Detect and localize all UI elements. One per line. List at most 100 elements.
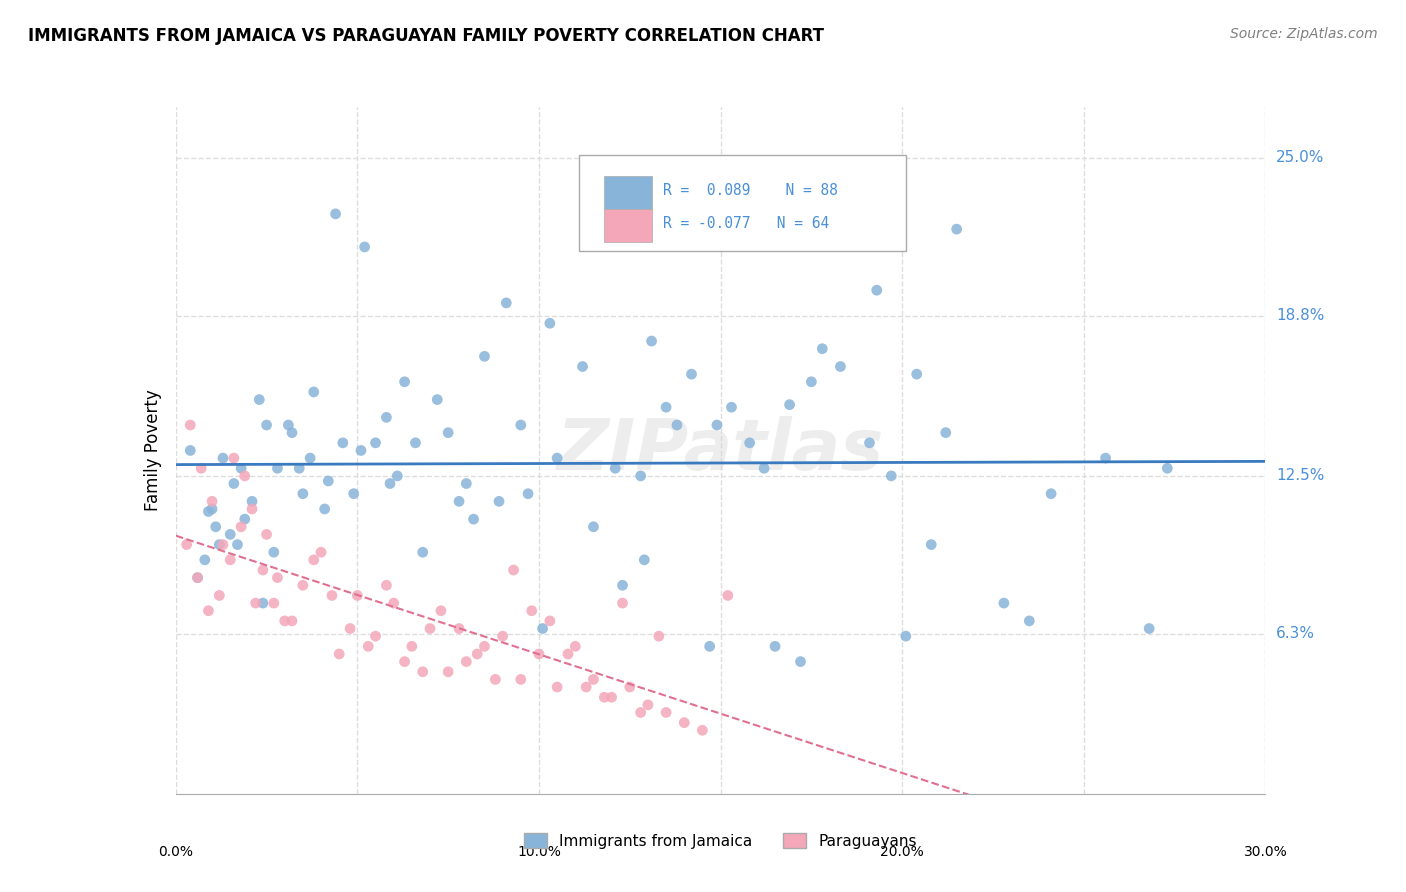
- Point: [240, 502, 263, 516]
- Point: [364, 435, 387, 450]
- Point: [375, 410, 398, 425]
- Point: [546, 451, 568, 466]
- Point: [905, 367, 928, 381]
- Point: [502, 563, 524, 577]
- Point: [266, 461, 288, 475]
- Point: [538, 614, 561, 628]
- Point: [378, 476, 401, 491]
- Point: [245, 596, 267, 610]
- Point: [456, 476, 478, 491]
- FancyBboxPatch shape: [605, 209, 652, 243]
- Point: [811, 342, 834, 356]
- Point: [382, 596, 405, 610]
- Point: [186, 571, 209, 585]
- Text: 18.8%: 18.8%: [1277, 308, 1324, 323]
- Point: [394, 375, 416, 389]
- Point: [281, 614, 304, 628]
- Text: 10.0%: 10.0%: [517, 845, 561, 859]
- Point: [437, 665, 460, 679]
- Point: [197, 604, 219, 618]
- Point: [557, 647, 579, 661]
- Point: [288, 461, 311, 475]
- Text: Source: ZipAtlas.com: Source: ZipAtlas.com: [1230, 27, 1378, 41]
- Point: [190, 461, 212, 475]
- Point: [291, 486, 314, 500]
- Y-axis label: Family Poverty: Family Poverty: [143, 390, 162, 511]
- Point: [600, 690, 623, 705]
- Point: [800, 375, 823, 389]
- Point: [252, 596, 274, 610]
- Text: 25.0%: 25.0%: [1277, 151, 1324, 165]
- Point: [226, 538, 249, 552]
- Point: [208, 589, 231, 603]
- Point: [1040, 486, 1063, 500]
- Point: [720, 401, 742, 415]
- Point: [426, 392, 449, 407]
- Point: [655, 706, 678, 720]
- Text: 20.0%: 20.0%: [880, 845, 924, 859]
- Point: [430, 604, 453, 618]
- Point: [212, 538, 235, 552]
- Point: [894, 629, 917, 643]
- Point: [277, 417, 299, 432]
- Point: [640, 334, 662, 348]
- Point: [474, 640, 496, 654]
- Point: [880, 469, 903, 483]
- Point: [201, 494, 224, 508]
- Point: [339, 622, 361, 636]
- Point: [673, 715, 696, 730]
- Point: [281, 425, 304, 440]
- Point: [186, 571, 209, 585]
- Point: [1018, 614, 1040, 628]
- Point: [546, 680, 568, 694]
- Point: [219, 527, 242, 541]
- Point: [332, 435, 354, 450]
- Point: [492, 629, 515, 643]
- Point: [575, 680, 598, 694]
- Point: [717, 589, 740, 603]
- Point: [1156, 461, 1178, 475]
- Point: [637, 698, 659, 712]
- Point: [465, 647, 488, 661]
- Point: [648, 629, 671, 643]
- Point: [582, 673, 605, 687]
- Text: R = -0.077   N = 64: R = -0.077 N = 64: [662, 216, 830, 231]
- Point: [866, 283, 889, 297]
- Text: IMMIGRANTS FROM JAMAICA VS PARAGUAYAN FAMILY POVERTY CORRELATION CHART: IMMIGRANTS FROM JAMAICA VS PARAGUAYAN FA…: [28, 27, 824, 45]
- Point: [256, 527, 278, 541]
- Point: [1137, 622, 1160, 636]
- Point: [263, 545, 285, 559]
- Point: [314, 502, 336, 516]
- Point: [291, 578, 314, 592]
- Point: [201, 502, 224, 516]
- Point: [179, 443, 201, 458]
- Point: [405, 435, 427, 450]
- Point: [309, 545, 332, 559]
- Point: [412, 545, 434, 559]
- FancyBboxPatch shape: [579, 155, 905, 252]
- Point: [605, 461, 627, 475]
- Point: [274, 614, 297, 628]
- Point: [437, 425, 460, 440]
- Point: [204, 520, 226, 534]
- Point: [231, 461, 253, 475]
- Text: ZIPatlas: ZIPatlas: [557, 416, 884, 485]
- Point: [325, 207, 347, 221]
- Point: [302, 384, 325, 399]
- Point: [920, 538, 942, 552]
- Point: [219, 553, 242, 567]
- Point: [484, 673, 506, 687]
- Point: [474, 349, 496, 363]
- Point: [375, 578, 398, 592]
- Point: [447, 622, 470, 636]
- Point: [176, 538, 198, 552]
- Point: [346, 589, 368, 603]
- Text: 6.3%: 6.3%: [1277, 626, 1315, 641]
- Point: [488, 494, 510, 508]
- Point: [935, 425, 957, 440]
- Point: [394, 655, 416, 669]
- Text: 30.0%: 30.0%: [1243, 845, 1288, 859]
- Point: [495, 296, 517, 310]
- Text: R =  0.089    N = 88: R = 0.089 N = 88: [662, 184, 838, 198]
- Point: [194, 553, 217, 567]
